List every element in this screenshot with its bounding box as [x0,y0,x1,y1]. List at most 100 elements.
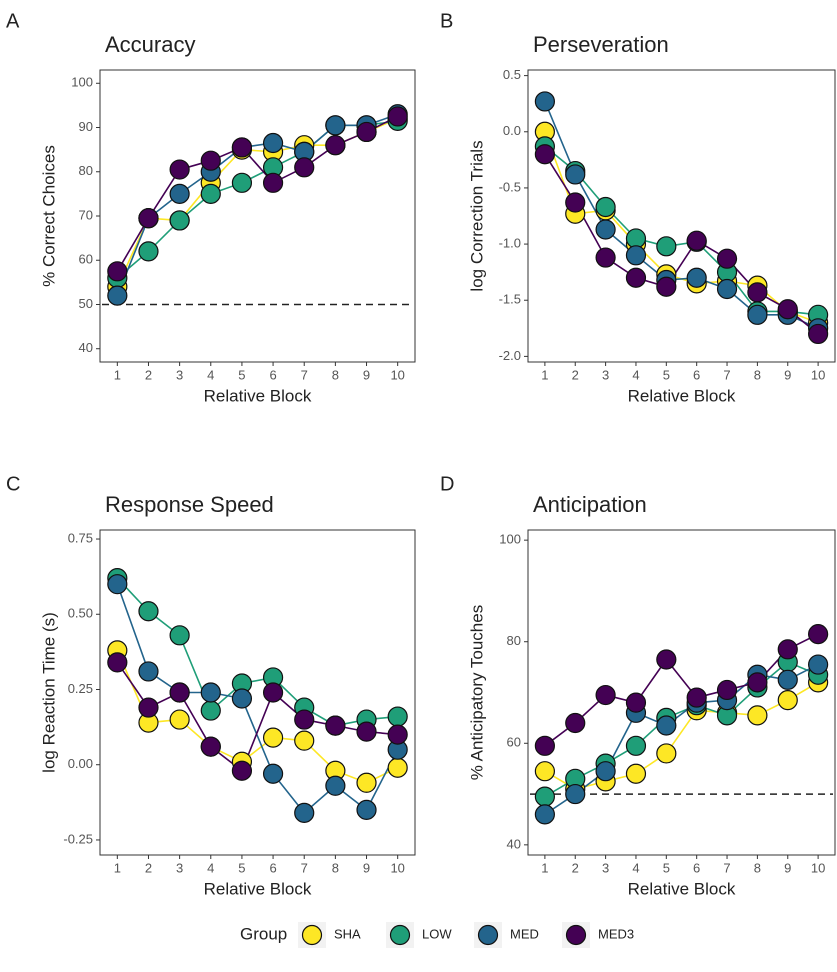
data-point [169,183,190,204]
data-point [808,654,829,675]
data-point [625,267,647,288]
data-point [138,601,159,622]
x-tick-label: 2 [572,860,579,875]
data-point [262,763,284,784]
data-point [565,164,586,185]
data-point [262,132,284,154]
data-point [534,786,555,807]
data-point [325,775,346,796]
x-tick-label: 4 [632,367,639,382]
y-tick-label: 90 [79,119,93,134]
legend-swatch [389,924,411,946]
x-tick-label: 9 [784,860,791,875]
y-tick-label: 60 [79,252,93,267]
data-point [777,690,798,711]
x-tick-label: 8 [754,860,761,875]
data-point [200,682,221,703]
data-point [656,649,677,670]
x-tick-label: 3 [176,860,183,875]
x-tick-label: 7 [301,860,308,875]
data-point [231,760,253,781]
x-tick-label: 5 [663,860,670,875]
data-point [686,267,707,288]
x-tick-label: 5 [238,367,245,382]
data-point [656,236,677,257]
x-tick-label: 1 [541,860,548,875]
data-point [534,91,555,112]
data-point [625,692,647,713]
y-tick-label: 0.00 [68,756,93,771]
x-tick-label: 5 [238,860,245,875]
y-tick-label: 50 [79,296,93,311]
data-point [747,672,768,693]
y-axis-label: log Reaction Time (s) [39,612,58,773]
plot-area [99,529,416,856]
panel-label: A [6,10,20,32]
data-point [294,802,315,823]
data-point [138,697,159,718]
chart-title: Anticipation [533,492,647,517]
data-point [534,735,555,756]
x-tick-label: 5 [663,367,670,382]
data-point [686,230,707,251]
data-point [595,761,616,782]
data-point [356,772,377,793]
data-point [777,669,798,690]
data-point [808,323,829,345]
x-tick-label: 6 [269,367,276,382]
series-line [544,663,819,816]
x-axis-label: Relative Block [204,879,312,898]
data-point [777,639,798,660]
data-point [777,299,798,320]
series-line [544,131,819,324]
data-point [387,724,408,745]
series-line [544,101,819,330]
data-point [138,661,159,682]
x-tick-label: 8 [332,860,339,875]
data-point [169,625,190,646]
data-point [262,682,284,703]
data-point [231,137,253,158]
data-point [387,757,408,778]
x-tick-label: 9 [784,367,791,382]
series-line [116,117,398,288]
legend-label: SHA [334,926,361,941]
x-tick-label: 9 [363,367,370,382]
y-tick-label: 0.75 [68,530,93,545]
plot-area [527,529,836,856]
y-axis-label: % Anticipatory Touches [467,605,486,780]
data-point [656,743,677,764]
y-tick-label: 0.25 [68,681,93,696]
x-tick-label: 3 [602,860,609,875]
x-tick-label: 10 [811,367,825,382]
data-point [565,712,586,734]
x-tick-label: 1 [114,367,121,382]
x-tick-label: 4 [207,367,214,382]
series-line [544,633,819,747]
data-point [262,727,284,748]
y-tick-label: 0.0 [503,123,521,138]
legend-swatch [477,924,499,946]
data-point [716,248,738,269]
y-tick-label: 70 [79,207,93,222]
legend-label: MED3 [598,926,634,941]
x-tick-label: 8 [754,367,761,382]
data-point [808,624,829,645]
data-point [625,735,647,756]
data-point [262,172,284,193]
series-line [116,115,399,272]
legend-title: Group [240,924,287,943]
x-tick-label: 1 [541,367,548,382]
x-tick-label: 7 [723,860,730,875]
data-point [595,247,616,268]
x-tick-label: 4 [207,860,214,875]
data-point [534,804,555,825]
x-tick-label: 1 [114,860,121,875]
data-point [356,799,377,820]
data-point [716,278,738,300]
series-line [116,583,399,815]
data-point [294,157,315,178]
x-tick-label: 6 [693,860,700,875]
series-line [544,661,819,798]
